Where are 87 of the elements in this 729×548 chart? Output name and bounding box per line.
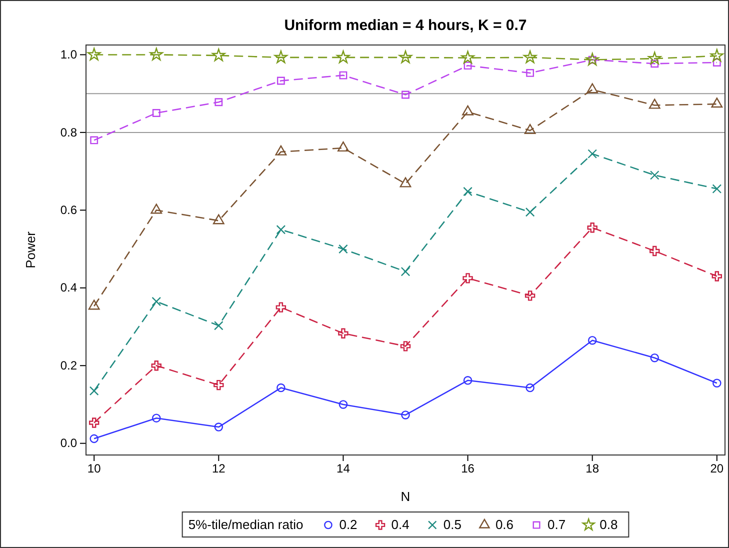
point <box>524 290 536 301</box>
y-tick-label: 1.0 <box>60 48 78 62</box>
point <box>525 207 535 217</box>
y-tick-label: 0.6 <box>60 203 78 218</box>
y-axis-title: Power <box>23 230 38 268</box>
x-axis-title: N <box>400 489 410 504</box>
point <box>402 90 410 99</box>
point <box>90 136 98 144</box>
point <box>214 422 224 432</box>
point <box>523 50 537 64</box>
point <box>87 48 101 60</box>
point <box>461 50 474 64</box>
y-tick-label: 0.4 <box>60 280 78 295</box>
point <box>712 378 722 388</box>
point <box>338 328 348 338</box>
x-tick-label: 16 <box>461 462 475 476</box>
point <box>150 204 162 214</box>
chart-title: Uniform median = 4 hours, K = 0.7 <box>284 17 527 34</box>
legend-title: 5%-tile/median ratio <box>188 517 304 532</box>
x-tick-label: 14 <box>336 462 350 476</box>
point <box>338 244 348 254</box>
point <box>650 353 660 362</box>
point <box>401 410 410 420</box>
y-tick-label: 0.8 <box>60 125 78 140</box>
point <box>276 224 286 234</box>
point <box>89 386 99 396</box>
point <box>338 400 348 409</box>
point <box>587 222 598 233</box>
legend-label: 0.8 <box>600 517 618 532</box>
point <box>151 360 162 371</box>
point <box>462 105 474 116</box>
point <box>336 50 350 64</box>
point <box>463 376 472 385</box>
point <box>588 336 597 345</box>
point <box>274 50 288 64</box>
point <box>710 48 724 62</box>
point <box>524 124 536 134</box>
legend-label: 0.4 <box>391 517 410 532</box>
y-tick-label: 0.0 <box>60 436 78 450</box>
point <box>400 266 410 276</box>
point <box>214 98 223 106</box>
point <box>212 48 226 62</box>
x-tick-label: 20 <box>710 462 724 476</box>
point <box>586 83 598 94</box>
point <box>150 48 163 60</box>
point <box>588 149 598 158</box>
point <box>526 69 534 77</box>
point <box>650 170 660 180</box>
point <box>152 414 161 422</box>
point <box>276 302 286 312</box>
point <box>648 52 662 64</box>
point <box>212 214 224 224</box>
point <box>88 418 100 428</box>
point <box>88 300 100 310</box>
point <box>462 273 473 284</box>
point <box>90 434 98 444</box>
point <box>400 341 411 352</box>
x-tick-label: 18 <box>586 462 600 476</box>
point <box>464 62 472 70</box>
point <box>711 98 723 108</box>
point <box>214 380 224 390</box>
x-tick-label: 10 <box>87 462 102 476</box>
legend-label: 0.7 <box>548 517 566 532</box>
point <box>648 98 660 109</box>
legend-label: 0.6 <box>495 517 514 532</box>
point <box>152 296 162 306</box>
point <box>650 60 659 68</box>
point <box>463 186 472 196</box>
point <box>526 383 534 392</box>
point <box>152 109 160 117</box>
point <box>586 52 599 66</box>
x-tick-label: 12 <box>212 462 226 476</box>
point <box>398 50 412 64</box>
point <box>276 76 285 85</box>
point <box>275 145 287 156</box>
point <box>400 177 412 188</box>
point <box>338 142 349 152</box>
legend-label: 0.2 <box>339 517 358 532</box>
point <box>712 184 722 194</box>
y-tick-label: 0.2 <box>60 358 78 372</box>
point <box>276 383 286 392</box>
point <box>712 271 722 282</box>
point <box>214 320 224 330</box>
point <box>712 58 721 66</box>
point <box>339 71 348 80</box>
legend-label: 0.5 <box>443 517 462 532</box>
point <box>650 246 660 256</box>
